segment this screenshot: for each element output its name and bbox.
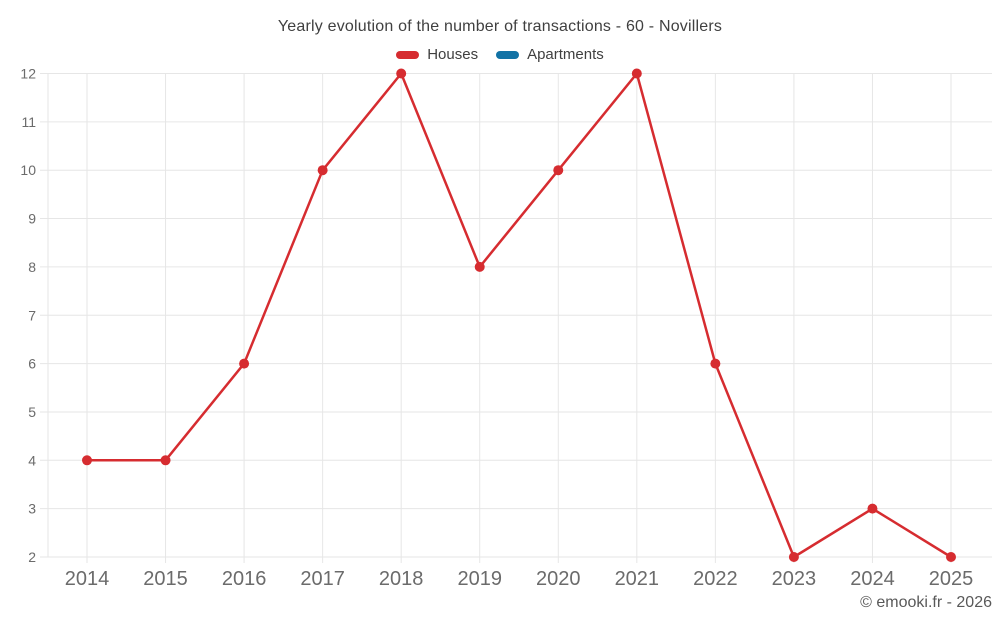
x-axis-label: 2021 (615, 568, 660, 590)
houses-data-point-2019[interactable] (474, 261, 485, 272)
x-axis-label: 2020 (536, 568, 581, 590)
y-axis-label: 6 (28, 356, 36, 372)
x-axis-label: 2017 (300, 568, 345, 590)
apartments-legend-label: Apartments (527, 46, 604, 63)
houses-data-point-2020[interactable] (553, 165, 564, 176)
y-axis-label: 10 (20, 162, 36, 178)
houses-line (85, 72, 953, 559)
y-axis-label: 9 (28, 211, 36, 227)
houses-data-point-2014[interactable] (82, 455, 92, 466)
houses-data-point-2025[interactable] (946, 552, 956, 562)
x-axis-label: 2016 (222, 568, 267, 590)
x-axis-label: 2025 (929, 568, 974, 590)
x-axis-label: 2024 (850, 568, 895, 590)
y-axis-label: 11 (21, 114, 36, 130)
y-axis-label: 8 (28, 259, 36, 275)
x-axis-label: 2018 (379, 568, 424, 590)
x-axis-label: 2015 (143, 568, 188, 590)
x-axis-label: 2023 (772, 568, 817, 590)
houses-data-point-2015[interactable] (160, 455, 171, 466)
y-axis-label: 7 (28, 307, 36, 323)
houses-legend-label: Houses (427, 46, 479, 63)
x-axis-label: 2022 (693, 568, 738, 590)
chart-title: Yearly evolution of the number of transa… (277, 18, 723, 35)
y-axis-label: 4 (28, 452, 36, 468)
legend: Houses Apartments (0, 46, 1000, 63)
y-axis-label: 12 (20, 66, 36, 82)
houses-data-point-2017[interactable] (317, 165, 328, 176)
y-axis-label: 2 (28, 549, 36, 565)
x-axis-label: 2019 (457, 568, 502, 590)
houses-data-point-2024[interactable] (867, 503, 878, 514)
houses-data-point-2021[interactable] (631, 68, 642, 79)
legend-item-apartments[interactable]: Apartments (496, 46, 604, 63)
houses-data-point-2023[interactable] (788, 552, 799, 562)
y-axis-label: 5 (28, 404, 36, 420)
houses-data-point-2022[interactable] (710, 358, 721, 369)
legend-item-houses[interactable]: Houses (396, 46, 478, 63)
x-axis-label: 2014 (65, 568, 110, 590)
houses-data-point-2016[interactable] (239, 358, 250, 369)
houses-legend-swatch-icon (396, 50, 420, 59)
houses-data-point-2018[interactable] (396, 68, 407, 79)
apartments-legend-swatch-icon (496, 50, 520, 59)
y-axis-label: 3 (28, 501, 36, 517)
copyright: © emooki.fr - 2026 (860, 594, 992, 611)
